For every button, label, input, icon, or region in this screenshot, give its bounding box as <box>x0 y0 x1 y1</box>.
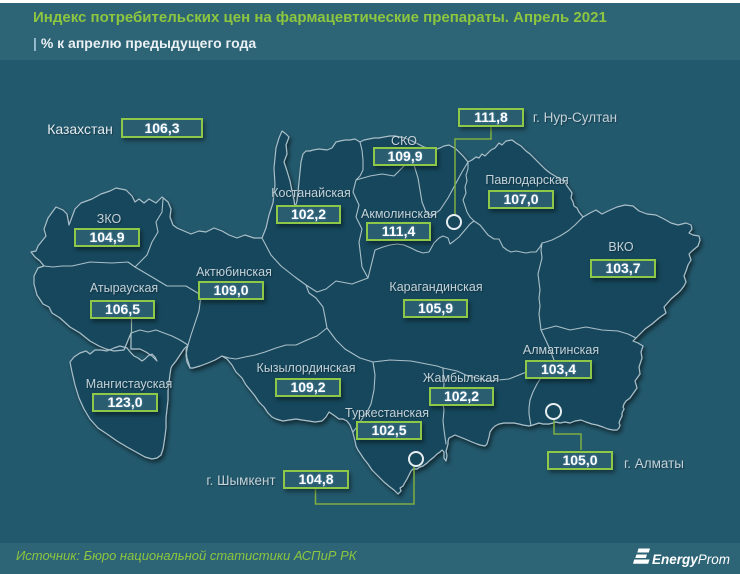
svg-text:EnergyProm: EnergyProm <box>652 552 730 567</box>
